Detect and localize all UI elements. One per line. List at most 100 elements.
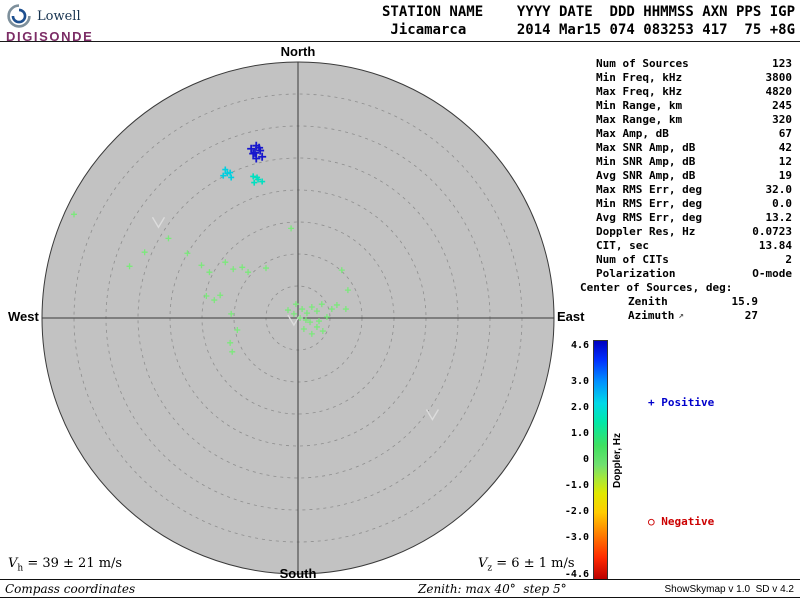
skymap-point bbox=[328, 306, 335, 313]
stat-label: Num of Sources bbox=[596, 57, 689, 70]
stat-value: 3800 bbox=[765, 71, 793, 84]
skymap-point bbox=[250, 148, 259, 157]
skymap-point bbox=[250, 173, 257, 180]
stat-row-avg-snr-amp-db: Avg SNR Amp, dB 19 bbox=[578, 169, 792, 183]
stat-value: 27 bbox=[744, 309, 758, 322]
skymap-point bbox=[315, 318, 322, 325]
skymap-point bbox=[211, 297, 218, 304]
skymap-point bbox=[303, 310, 310, 317]
colorbar-tick-label: 3.0 bbox=[570, 375, 589, 387]
skymap-point bbox=[228, 310, 235, 317]
stat-row-max-freq-khz: Max Freq, kHz 4820 bbox=[578, 85, 792, 99]
vh-subscript: h bbox=[17, 563, 24, 574]
azimuth-direction-icon: ↗ bbox=[678, 311, 684, 321]
skymap-point bbox=[308, 303, 315, 310]
skymap-point bbox=[333, 301, 340, 308]
stat-label: Min Freq, kHz bbox=[596, 71, 683, 84]
negative-label: Negative bbox=[661, 515, 715, 528]
vh-value: = 39 ± 21 m/s bbox=[23, 556, 123, 571]
stat-row-min-snr-amp-db: Min SNR Amp, dB 12 bbox=[578, 155, 792, 169]
skymap-point bbox=[165, 235, 172, 242]
stat-row-max-range-km: Max Range, km 320 bbox=[578, 113, 792, 127]
skymap-point bbox=[263, 265, 269, 272]
stat-value: 245 bbox=[772, 99, 792, 112]
stat-row-doppler-res-hz: Doppler Res, Hz 0.0723 bbox=[578, 225, 792, 239]
colorbar-tick-label: 0 bbox=[582, 454, 589, 465]
station-header: STATION NAME YYYY DATE DDD HHMMSS AXN PP… bbox=[382, 3, 795, 39]
skymap-plot bbox=[41, 61, 555, 575]
skymap-point bbox=[184, 250, 191, 257]
station-header-values: Jicamarca 2014 Mar15 074 083253 417 75 +… bbox=[381, 22, 795, 38]
status-bar: Compass coordinates Zenith: max 40° step… bbox=[0, 579, 800, 598]
stat-value: 15.9 bbox=[731, 295, 759, 308]
skymap-point bbox=[227, 339, 234, 346]
skymap-point bbox=[71, 211, 77, 218]
stat-row-num-of-sources: Num of Sources 123 bbox=[578, 57, 792, 71]
skymap-point bbox=[319, 328, 326, 335]
stat-value: 32.0 bbox=[765, 183, 793, 196]
vh-symbol: V bbox=[8, 556, 18, 571]
station-header-labels: STATION NAME YYYY DATE DDD HHMMSS AXN PP… bbox=[381, 4, 795, 20]
skymap-point bbox=[251, 179, 258, 186]
stat-label: Polarization bbox=[596, 267, 676, 280]
skymap-point bbox=[285, 307, 292, 314]
skymap-point bbox=[198, 262, 205, 269]
compass-label-north: North bbox=[280, 44, 316, 59]
logo-brand-text: Lowell bbox=[37, 8, 81, 24]
stat-row-max-amp-db: Max Amp, dB 67 bbox=[578, 127, 792, 141]
stat-value: 13.84 bbox=[758, 239, 792, 252]
stat-row-max-snr-amp-db: Max SNR Amp, dB 42 bbox=[578, 141, 792, 155]
skymap-point bbox=[313, 308, 320, 315]
stat-label: Azimuth bbox=[628, 309, 675, 322]
skymap-point bbox=[230, 266, 237, 273]
skymap-point bbox=[338, 267, 345, 274]
circle-marker-icon: ○ bbox=[648, 515, 655, 528]
skymap-point bbox=[203, 292, 210, 299]
skymap-point bbox=[228, 174, 235, 181]
skymap-point bbox=[297, 315, 304, 321]
skymap-point bbox=[292, 301, 299, 308]
skymap-point bbox=[323, 313, 330, 320]
stat-label: Max RMS Err, deg bbox=[596, 183, 702, 196]
stat-label: Center of Sources, deg: bbox=[580, 281, 733, 294]
skymap-point bbox=[220, 172, 227, 179]
vz-symbol: V bbox=[478, 556, 488, 571]
skymap-point bbox=[239, 264, 246, 271]
stat-value: 123 bbox=[772, 57, 792, 70]
compass-label-south: South bbox=[279, 566, 317, 581]
compass-label-west: West bbox=[8, 309, 39, 324]
stat-row-zenith: Zenith 15.9 bbox=[578, 295, 792, 309]
skymap-point bbox=[342, 306, 349, 313]
stats-rows: Num of Sources 123 Min Freq, kHz 3800 Max Fr… bbox=[578, 57, 792, 323]
skymap-point bbox=[258, 152, 267, 161]
skymap-point bbox=[288, 225, 295, 232]
vertical-velocity-readout: Vz = 6 ± 1 m/s bbox=[478, 556, 575, 574]
skymap-point bbox=[217, 292, 224, 299]
skymap-point bbox=[308, 330, 315, 337]
positive-doppler-legend: + Positive bbox=[648, 396, 714, 409]
skymap-point bbox=[222, 166, 229, 173]
stat-label: Min SNR Amp, dB bbox=[596, 155, 696, 168]
skymap-point bbox=[313, 323, 320, 330]
negative-doppler-legend: ○ Negative bbox=[648, 515, 714, 528]
skymap-point bbox=[252, 154, 261, 163]
stat-row-max-rms-err-deg: Max RMS Err, deg 32.0 bbox=[578, 183, 792, 197]
skymap-point bbox=[290, 310, 297, 317]
zenith-range-note: Zenith: max 40° step 5° bbox=[418, 582, 567, 596]
stat-value: 13.2 bbox=[765, 211, 793, 224]
stat-row-polarization: Polarization O-mode bbox=[578, 267, 792, 281]
vz-subscript: z bbox=[487, 563, 493, 574]
stat-value: 4820 bbox=[765, 85, 793, 98]
colorbar-ticks: 4.6 3.0 2.0 1.0 0 -1.0 -2.0 -3.0 -4.6 bbox=[565, 340, 608, 580]
vz-value: = 6 ± 1 m/s bbox=[492, 556, 575, 571]
compass-label-east: East bbox=[557, 309, 585, 324]
stat-label: Max Freq, kHz bbox=[596, 85, 683, 98]
skymap-point bbox=[259, 178, 266, 185]
positive-label: Positive bbox=[661, 396, 715, 409]
stat-value: 19 bbox=[778, 169, 792, 182]
stat-label: CIT, sec bbox=[596, 239, 649, 252]
stat-row-min-rms-err-deg: Min RMS Err, deg 0.0 bbox=[578, 197, 792, 211]
version-label: ShowSkymap v 1.0 SD v 4.2 bbox=[664, 584, 794, 595]
colorbar-tick-label: -3.0 bbox=[564, 532, 589, 544]
